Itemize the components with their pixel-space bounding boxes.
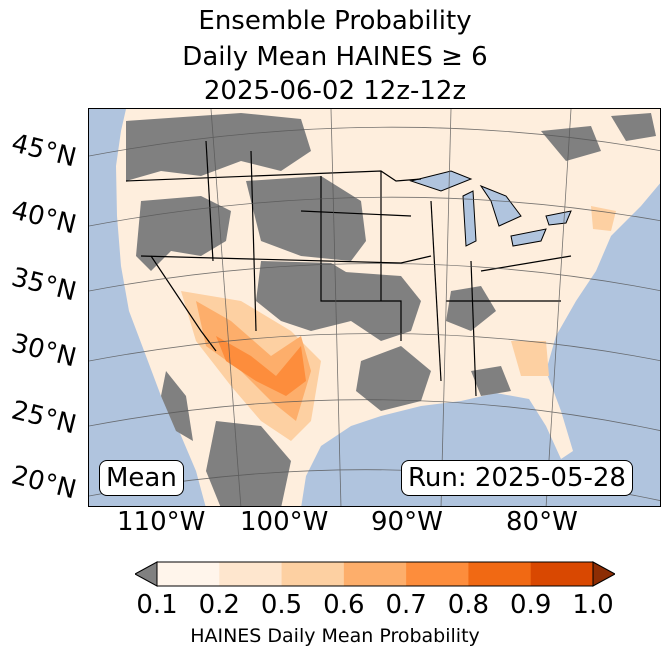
colorbar-segment (406, 562, 469, 586)
colorbar-tick-label: 0.9 (510, 590, 552, 620)
colorbar-segment (219, 562, 283, 586)
title-line-1: Ensemble Probability (198, 6, 472, 36)
state-borders (125, 140, 572, 397)
lat-label-20: 20°N (8, 460, 80, 506)
run-date-box: Run: 2025-05-28 (401, 460, 633, 496)
mean-label-box: Mean (99, 460, 184, 496)
colorbar-tick-label: 1.0 (572, 590, 614, 620)
lat-label-30: 30°N (8, 328, 80, 374)
colorbar-tick-label: 0.7 (385, 590, 427, 620)
colorbar-tick-label: 0.2 (198, 590, 240, 620)
lon-label-90w: 90°W (371, 507, 443, 537)
lat-label-45: 45°N (8, 128, 80, 174)
lon-label-100w: 100°W (240, 507, 329, 537)
lat-label-35: 35°N (8, 262, 80, 308)
colorbar-tick-label: 0.1 (136, 590, 178, 620)
colorbar-segment (343, 562, 407, 586)
lat-label-25: 25°N (8, 395, 80, 441)
colorbar-segment (530, 562, 594, 586)
colorbar-outline (156, 561, 594, 587)
lon-label-110w: 110°W (117, 507, 206, 537)
colorbar-tick-label: 0.6 (323, 590, 365, 620)
colorbar-tick-label: 0.5 (260, 590, 303, 620)
colorbar-tick-label: 0.8 (447, 590, 490, 620)
colorbar (135, 561, 615, 587)
colorbar-segment (157, 562, 220, 586)
colorbar-label: HAINES Daily Mean Probability (190, 625, 480, 647)
graticule (89, 109, 660, 506)
map-canvas (89, 109, 660, 506)
lon-label-80w: 80°W (506, 507, 578, 537)
colorbar-over-triangle (592, 561, 615, 587)
colorbar-segment (281, 562, 345, 586)
no-data-areas (126, 113, 656, 506)
map-panel (88, 108, 661, 507)
title-line-3: 2025-06-02 12z-12z (203, 76, 467, 106)
lat-label-40: 40°N (8, 195, 80, 241)
colorbar-under-triangle (135, 561, 158, 587)
title-line-2: Daily Mean HAINES ≥ 6 (182, 42, 488, 72)
colorbar-segment (468, 562, 532, 586)
